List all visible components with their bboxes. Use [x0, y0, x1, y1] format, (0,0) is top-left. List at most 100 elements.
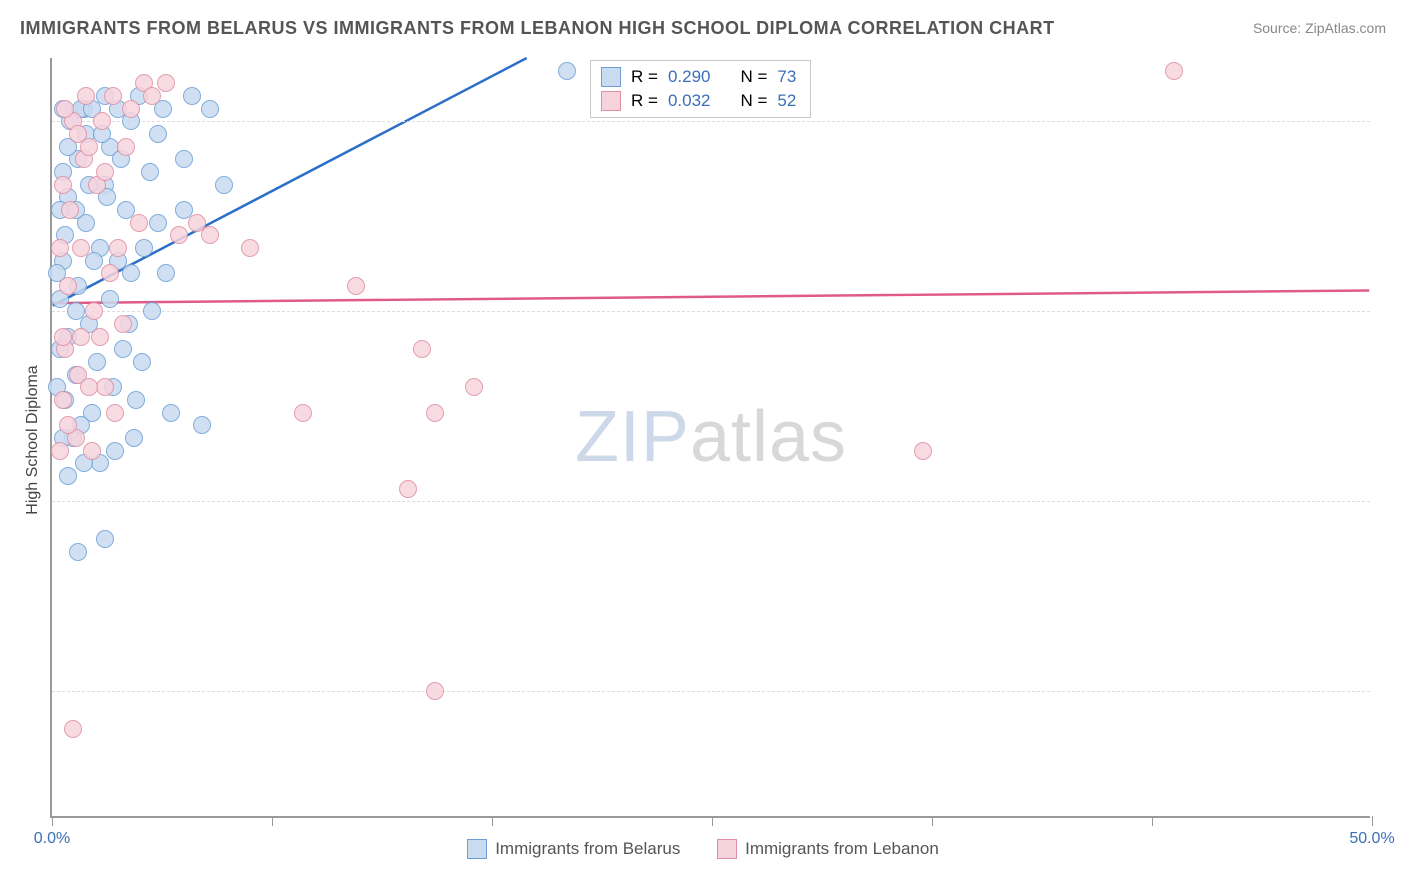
- data-point: [193, 416, 211, 434]
- data-point: [914, 442, 932, 460]
- data-point: [347, 277, 365, 295]
- data-point: [399, 480, 417, 498]
- data-point: [141, 163, 159, 181]
- data-point: [201, 100, 219, 118]
- data-point: [64, 720, 82, 738]
- data-point: [80, 378, 98, 396]
- n-label: N =: [740, 91, 767, 111]
- legend-swatch-belarus: [601, 67, 621, 87]
- x-tick-mark: [272, 816, 273, 826]
- watermark-zip: ZIP: [575, 397, 690, 477]
- data-point: [114, 315, 132, 333]
- data-point: [122, 100, 140, 118]
- data-point: [183, 87, 201, 105]
- n-label: N =: [740, 67, 767, 87]
- y-tick-label: 85.0%: [1380, 492, 1406, 510]
- data-point: [72, 239, 90, 257]
- data-point: [51, 442, 69, 460]
- watermark: ZIPatlas: [575, 396, 847, 478]
- r-label: R =: [631, 67, 658, 87]
- data-point: [106, 442, 124, 460]
- x-tick-mark: [932, 816, 933, 826]
- plot-area: ZIPatlas 77.5%85.0%92.5%100.0%0.0%50.0%: [50, 58, 1370, 818]
- data-point: [51, 239, 69, 257]
- legend-item-lebanon: Immigrants from Lebanon: [717, 839, 939, 859]
- data-point: [54, 391, 72, 409]
- gridline-h: [52, 691, 1370, 692]
- legend-swatch-belarus: [467, 839, 487, 859]
- legend-swatch-lebanon: [717, 839, 737, 859]
- data-point: [558, 62, 576, 80]
- n-value-lebanon: 52: [777, 91, 796, 111]
- data-point: [426, 404, 444, 422]
- data-point: [133, 353, 151, 371]
- y-axis-label: High School Diploma: [24, 365, 42, 514]
- data-point: [413, 340, 431, 358]
- x-tick-mark: [1152, 816, 1153, 826]
- legend-swatch-lebanon: [601, 91, 621, 111]
- legend-stats: R = 0.290 N = 73 R = 0.032 N = 52: [590, 60, 811, 118]
- trend-lines: [52, 58, 1370, 816]
- chart-title: IMMIGRANTS FROM BELARUS VS IMMIGRANTS FR…: [20, 18, 1055, 39]
- data-point: [96, 530, 114, 548]
- x-tick-mark: [52, 816, 53, 826]
- legend-stats-row: R = 0.032 N = 52: [601, 89, 796, 113]
- data-point: [104, 87, 122, 105]
- r-value-lebanon: 0.032: [668, 91, 711, 111]
- data-point: [96, 163, 114, 181]
- data-point: [93, 112, 111, 130]
- data-point: [135, 239, 153, 257]
- data-point: [426, 682, 444, 700]
- data-point: [56, 100, 74, 118]
- gridline-h: [52, 311, 1370, 312]
- data-point: [85, 302, 103, 320]
- data-point: [59, 416, 77, 434]
- chart-container: IMMIGRANTS FROM BELARUS VS IMMIGRANTS FR…: [0, 0, 1406, 892]
- data-point: [1165, 62, 1183, 80]
- data-point: [117, 138, 135, 156]
- data-point: [80, 138, 98, 156]
- data-point: [130, 214, 148, 232]
- data-point: [465, 378, 483, 396]
- data-point: [85, 252, 103, 270]
- data-point: [96, 378, 114, 396]
- data-point: [67, 302, 85, 320]
- x-tick-mark: [492, 816, 493, 826]
- r-label: R =: [631, 91, 658, 111]
- data-point: [157, 264, 175, 282]
- data-point: [69, 543, 87, 561]
- data-point: [127, 391, 145, 409]
- gridline-h: [52, 501, 1370, 502]
- data-point: [54, 176, 72, 194]
- x-tick-mark: [712, 816, 713, 826]
- y-tick-label: 100.0%: [1380, 112, 1406, 130]
- data-point: [122, 264, 140, 282]
- data-point: [59, 467, 77, 485]
- y-tick-label: 77.5%: [1380, 682, 1406, 700]
- legend-stats-row: R = 0.290 N = 73: [601, 65, 796, 89]
- data-point: [109, 239, 127, 257]
- data-point: [61, 201, 79, 219]
- data-point: [125, 429, 143, 447]
- data-point: [294, 404, 312, 422]
- data-point: [59, 277, 77, 295]
- data-point: [143, 302, 161, 320]
- legend-bottom: Immigrants from Belarus Immigrants from …: [0, 839, 1406, 864]
- data-point: [83, 442, 101, 460]
- gridline-h: [52, 121, 1370, 122]
- data-point: [54, 328, 72, 346]
- x-tick-mark: [1372, 816, 1373, 826]
- r-value-belarus: 0.290: [668, 67, 711, 87]
- data-point: [77, 87, 95, 105]
- data-point: [91, 328, 109, 346]
- data-point: [170, 226, 188, 244]
- data-point: [101, 264, 119, 282]
- legend-label: Immigrants from Lebanon: [745, 839, 939, 859]
- data-point: [106, 404, 124, 422]
- data-point: [72, 328, 90, 346]
- data-point: [149, 214, 167, 232]
- n-value-belarus: 73: [777, 67, 796, 87]
- data-point: [88, 353, 106, 371]
- data-point: [162, 404, 180, 422]
- data-point: [215, 176, 233, 194]
